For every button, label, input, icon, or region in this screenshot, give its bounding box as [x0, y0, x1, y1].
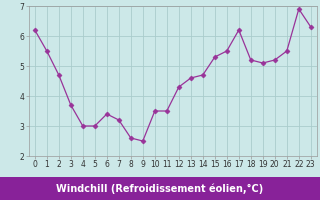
Text: Windchill (Refroidissement éolien,°C): Windchill (Refroidissement éolien,°C) — [56, 183, 264, 194]
